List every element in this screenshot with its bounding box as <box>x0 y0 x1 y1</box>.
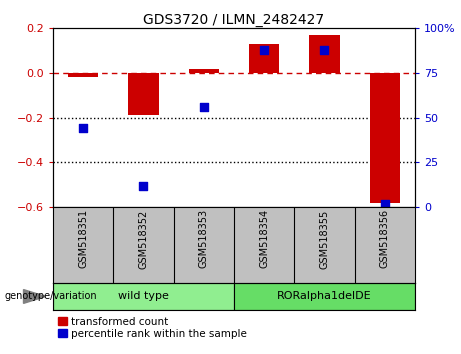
Text: GSM518356: GSM518356 <box>380 209 390 268</box>
Bar <box>68 73 98 78</box>
Point <box>321 47 328 53</box>
Point <box>260 47 268 53</box>
Polygon shape <box>24 290 46 303</box>
Text: GSM518355: GSM518355 <box>319 209 330 269</box>
Text: GSM518351: GSM518351 <box>78 209 88 268</box>
Text: GSM518354: GSM518354 <box>259 209 269 268</box>
Bar <box>53 283 234 310</box>
Text: genotype/variation: genotype/variation <box>5 291 97 302</box>
Text: GSM518352: GSM518352 <box>138 209 148 269</box>
Bar <box>249 44 279 73</box>
Bar <box>309 35 339 73</box>
Point <box>200 104 207 110</box>
Bar <box>189 69 219 73</box>
Point <box>79 126 87 131</box>
Bar <box>129 73 159 115</box>
Bar <box>234 283 415 310</box>
Text: GSM518353: GSM518353 <box>199 209 209 268</box>
Point <box>140 183 147 188</box>
Title: GDS3720 / ILMN_2482427: GDS3720 / ILMN_2482427 <box>143 13 325 27</box>
Point <box>381 201 389 206</box>
Text: RORalpha1delDE: RORalpha1delDE <box>277 291 372 302</box>
Bar <box>370 73 400 202</box>
Text: wild type: wild type <box>118 291 169 302</box>
Legend: transformed count, percentile rank within the sample: transformed count, percentile rank withi… <box>58 317 247 339</box>
